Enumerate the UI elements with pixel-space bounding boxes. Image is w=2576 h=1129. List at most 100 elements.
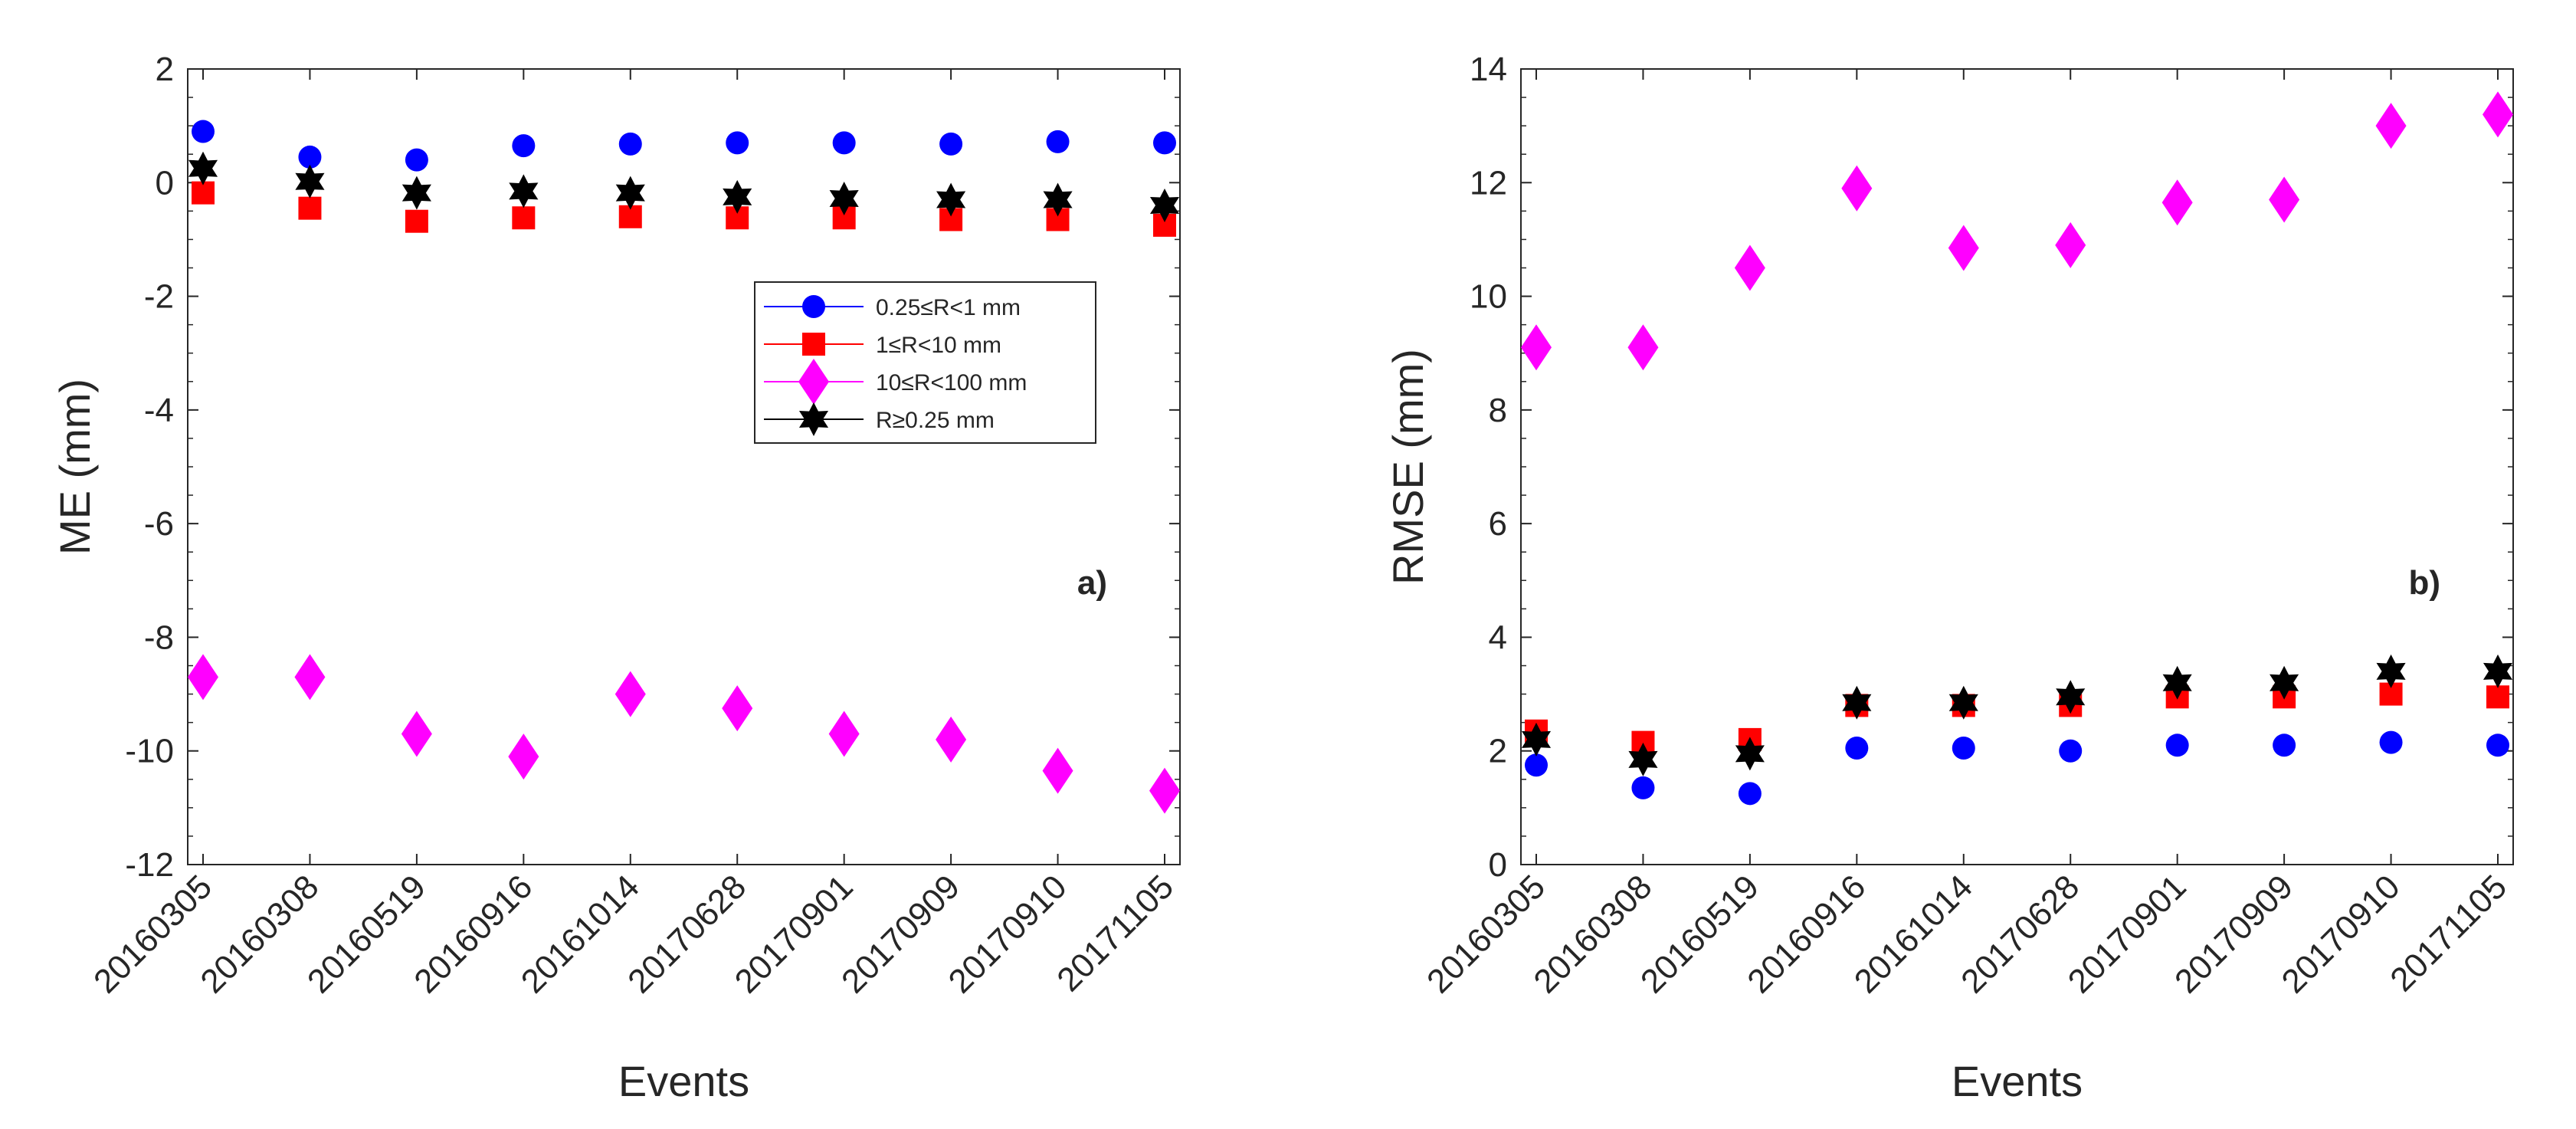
square-marker-point: [2486, 685, 2509, 709]
circle-marker-point: [192, 120, 215, 143]
diamond-marker-point: [615, 671, 646, 717]
y-tick-label: 2: [1489, 733, 1507, 770]
hexagram-marker-point: [188, 151, 218, 185]
legend-label: 1≤R<10 mm: [876, 333, 1001, 358]
circle-marker-point: [2165, 734, 2189, 757]
y-tick-label: 4: [1489, 619, 1507, 656]
circle-marker-point: [1738, 782, 1762, 806]
square-marker-point: [405, 209, 428, 233]
circle-marker-point: [618, 132, 642, 156]
hexagram-marker-point: [2162, 665, 2192, 700]
hexagram-marker-legend-icon: [798, 402, 829, 436]
circle-marker-point: [2273, 734, 2296, 757]
legend-label: R≥0.25 mm: [876, 408, 995, 433]
circle-marker-point: [1525, 753, 1548, 777]
hexagram-marker-point: [1948, 685, 1978, 720]
circle-marker-point: [1952, 737, 1975, 760]
diamond-marker-point: [2055, 222, 2086, 268]
y-tick-label: 10: [1470, 278, 1507, 316]
legend-label: 10≤R<100 mm: [876, 370, 1027, 395]
y-tick-label: -8: [144, 619, 174, 656]
hexagram-marker-point: [1628, 742, 1658, 776]
panel-label: a): [1077, 564, 1107, 602]
series-1: [1525, 682, 2509, 754]
square-marker-legend-icon: [802, 333, 825, 356]
series-2: [1521, 91, 2513, 371]
circle-marker-point: [298, 145, 322, 169]
series-0: [192, 120, 1176, 172]
series-3: [1521, 654, 2513, 776]
y-tick-label: -10: [125, 733, 174, 770]
circle-marker-point: [2379, 730, 2403, 754]
hexagram-marker-point: [615, 176, 645, 210]
circle-marker-point: [512, 134, 536, 158]
hexagram-marker-point: [829, 182, 859, 216]
panel-label: b): [2408, 564, 2440, 602]
hexagram-marker-point: [2376, 654, 2406, 688]
series-2: [188, 654, 1180, 814]
y-tick-label: 0: [156, 164, 174, 202]
diamond-marker-point: [722, 685, 753, 732]
plot-area-frame: [1520, 68, 2514, 865]
hexagram-marker-point: [401, 176, 431, 210]
diamond-marker-point: [508, 734, 539, 780]
circle-marker-point: [1153, 131, 1176, 155]
chart-panel-a: 20-2-4-6-8-10-12201603052016030820160519…: [51, 51, 1181, 1105]
hexagram-marker-point: [509, 174, 539, 208]
hexagram-marker-point: [1735, 737, 1765, 771]
diamond-marker-point: [2269, 176, 2300, 223]
diamond-marker-point: [828, 711, 860, 757]
diamond-marker-point: [294, 654, 326, 701]
x-axis-title: Events: [1952, 1057, 2083, 1105]
circle-marker-point: [2486, 734, 2509, 757]
diamond-marker-point: [1521, 324, 1552, 371]
chart-panel-b: 1412108642020160305201603082016051920160…: [1384, 51, 2514, 1105]
y-tick-label: -6: [144, 505, 174, 543]
series-3: [188, 151, 1180, 222]
hexagram-marker-point: [1043, 182, 1073, 217]
y-tick-label: 0: [1489, 846, 1507, 884]
diamond-marker-point: [2483, 91, 2513, 138]
diamond-marker-point: [1149, 767, 1180, 814]
diamond-marker-point: [401, 711, 432, 757]
y-tick-label: 14: [1470, 51, 1507, 88]
y-tick-label: 2: [156, 51, 174, 88]
diamond-marker-point: [1734, 245, 1765, 291]
x-tick-label: 20170910: [2275, 868, 2407, 1000]
circle-marker-point: [2059, 739, 2083, 763]
circle-marker-point: [726, 131, 749, 155]
legend: 0.25≤R<1 mm 1≤R<10 mm 10≤R<100 mm R≥0.25 mm: [754, 281, 1096, 444]
y-tick-label: 12: [1470, 164, 1507, 202]
series-1: [192, 181, 1176, 237]
diamond-marker-point: [936, 716, 967, 763]
y-axis-title: ME (mm): [51, 379, 99, 555]
circle-marker-point: [832, 131, 856, 155]
legend-label: 0.25≤R<1 mm: [876, 295, 1021, 320]
series-0: [1525, 730, 2509, 806]
plot-area-frame: [187, 68, 1181, 865]
circle-marker-point: [1046, 130, 1070, 153]
y-axis-title: RMSE (mm): [1384, 349, 1432, 585]
diamond-marker-point: [2161, 179, 2193, 226]
circle-marker-legend-icon: [802, 295, 825, 318]
hexagram-marker-point: [2483, 654, 2513, 688]
circle-marker-point: [405, 148, 428, 172]
diamond-marker-legend-icon: [798, 359, 829, 405]
y-tick-label: -2: [144, 278, 174, 316]
y-tick-label: 6: [1489, 505, 1507, 543]
hexagram-marker-point: [295, 164, 325, 199]
y-tick-label: -12: [125, 846, 174, 884]
diamond-marker-point: [1627, 324, 1659, 371]
hexagram-marker-point: [2056, 680, 2086, 714]
hexagram-marker-point: [2270, 665, 2299, 700]
hexagram-marker-point: [936, 182, 966, 217]
x-tick-label: 20171105: [2383, 868, 2514, 999]
hexagram-marker-point: [1149, 188, 1180, 222]
square-marker-point: [512, 206, 536, 230]
diamond-marker-point: [1841, 165, 1873, 212]
hexagram-marker-point: [723, 179, 752, 214]
hexagram-marker-point: [1521, 722, 1552, 756]
square-marker-point: [298, 196, 322, 220]
diamond-marker-point: [1948, 225, 1979, 271]
